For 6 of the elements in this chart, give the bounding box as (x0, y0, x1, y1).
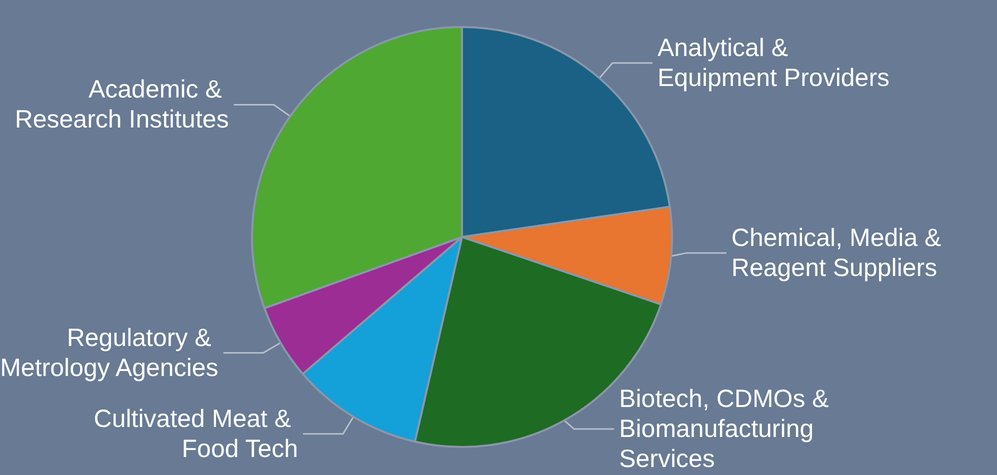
slice-label: Regulatory & Metrology Agencies (0, 324, 218, 382)
slice-label: Chemical, Media & Reagent Suppliers (731, 224, 948, 282)
slice-label: Biotech, CDMOs & Biomanufacturing Services (619, 385, 836, 473)
slice-label: Academic & Research Institutes (14, 76, 229, 134)
slice-label: Cultivated Meat & Food Tech (94, 404, 298, 463)
slice-label: Analytical & Equipment Providers (657, 34, 890, 92)
